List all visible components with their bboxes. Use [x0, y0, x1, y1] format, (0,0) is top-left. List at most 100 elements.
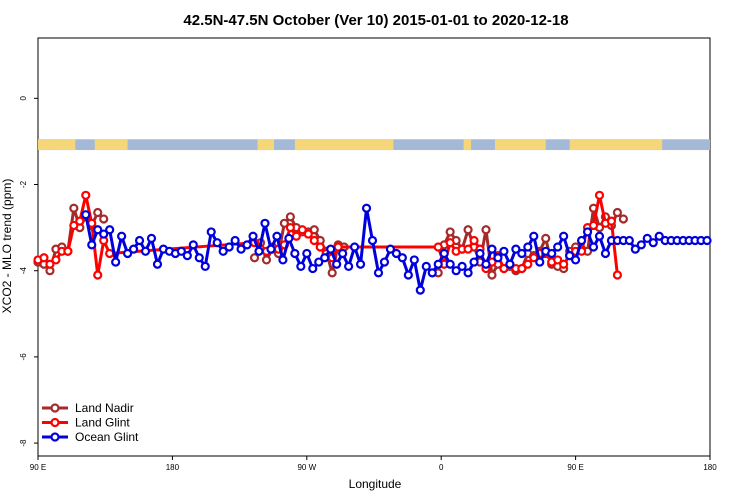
data-point: [487, 270, 497, 280]
data-point: [349, 242, 360, 252]
data-point: [439, 248, 449, 259]
x-tick-label: 90 E: [567, 463, 583, 472]
x-tick-label: 180: [166, 463, 180, 472]
series-layer: [33, 190, 712, 295]
data-point: [523, 259, 533, 269]
data-point: [261, 255, 272, 265]
data-point: [99, 214, 109, 224]
data-point: [140, 246, 151, 256]
data-point: [630, 244, 640, 254]
data-point: [559, 231, 569, 241]
data-point: [588, 242, 599, 252]
data-point: [463, 225, 473, 235]
data-point: [260, 218, 270, 228]
legend-label: Land Glint: [75, 416, 130, 430]
x-tick-label: 180: [703, 463, 717, 472]
data-point: [111, 257, 121, 267]
data-point: [367, 235, 378, 246]
data-point: [134, 235, 145, 246]
data-point: [469, 235, 479, 246]
data-point: [421, 261, 431, 271]
x-axis-label: Longitude: [349, 477, 402, 491]
data-point: [63, 246, 73, 256]
data-point: [326, 244, 336, 254]
data-point: [200, 261, 210, 271]
data-point: [487, 244, 497, 254]
data-point: [565, 251, 575, 261]
data-point: [541, 233, 551, 243]
data-point: [391, 248, 401, 259]
x-tick-label: 0: [439, 463, 444, 472]
data-point: [403, 270, 413, 280]
data-point: [457, 261, 467, 271]
data-point: [636, 240, 646, 250]
data-point: [594, 190, 605, 200]
data-point: [332, 259, 342, 269]
data-point: [314, 257, 324, 267]
data-point: [206, 227, 216, 237]
data-point: [242, 240, 252, 250]
data-point: [499, 263, 509, 274]
y-tick-label: -4: [19, 267, 28, 275]
data-point: [648, 238, 658, 248]
land-band-segment: [463, 139, 472, 151]
data-point: [361, 203, 372, 213]
data-point: [152, 259, 163, 269]
y-tick-label: -2: [19, 180, 28, 188]
x-tick-label: 90 E: [30, 463, 46, 472]
data-point: [236, 244, 246, 254]
data-point: [75, 216, 85, 226]
data-point: [122, 248, 133, 259]
data-point: [285, 223, 295, 233]
data-point: [320, 253, 330, 263]
data-point: [39, 253, 49, 263]
data-point: [451, 266, 461, 276]
y-axis-label: XCO2 - MLO trend (ppm): [0, 179, 14, 314]
data-point: [654, 231, 664, 241]
data-point: [355, 259, 366, 269]
data-point: [309, 235, 319, 246]
data-point: [266, 244, 276, 254]
data-point: [499, 246, 509, 256]
data-point: [303, 229, 313, 239]
y-tick-label: -8: [19, 439, 28, 447]
data-point: [445, 259, 455, 269]
data-point: [146, 233, 157, 243]
data-point: [409, 255, 419, 265]
data-point: [218, 246, 228, 256]
data-point: [117, 231, 127, 241]
series-ocean-glint: [81, 203, 712, 295]
data-point: [612, 270, 623, 280]
data-point: [606, 216, 617, 226]
data-point: [290, 248, 300, 259]
data-point: [433, 242, 443, 252]
data-point: [397, 253, 407, 263]
data-point: [624, 235, 634, 246]
data-point: [128, 244, 139, 254]
land-band-segment: [569, 139, 663, 151]
data-point: [93, 207, 103, 218]
data-point: [612, 207, 623, 218]
data-point: [559, 259, 569, 269]
data-point: [81, 210, 91, 220]
data-point: [182, 251, 192, 261]
legend-swatch-marker: [50, 403, 60, 413]
data-point: [315, 242, 325, 252]
data-point: [445, 238, 455, 248]
data-point: [570, 255, 581, 265]
data-point: [547, 248, 557, 259]
data-point: [588, 220, 599, 231]
land-band-segment: [257, 139, 274, 151]
y-tick-label: 0: [19, 96, 28, 101]
legend-item: Land Glint: [42, 416, 130, 430]
land-band-segment: [294, 139, 394, 151]
data-point: [481, 225, 491, 235]
data-point: [433, 259, 443, 269]
data-point: [99, 229, 109, 239]
data-point: [517, 263, 527, 274]
data-point: [618, 214, 628, 224]
data-point: [475, 248, 485, 259]
data-point: [338, 248, 348, 259]
data-point: [529, 231, 539, 241]
